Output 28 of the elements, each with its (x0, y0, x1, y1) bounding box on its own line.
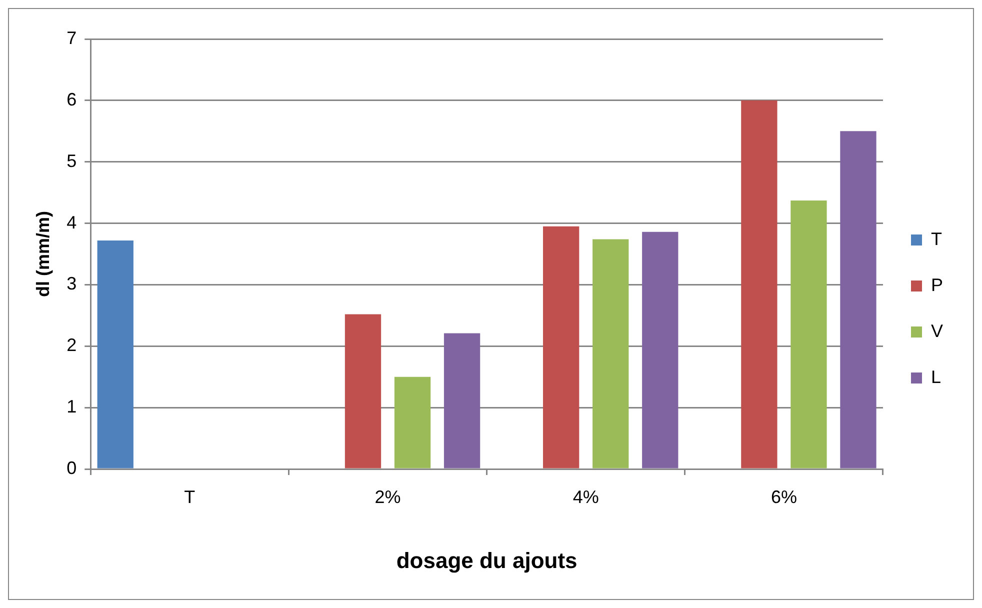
bar (543, 226, 580, 468)
bar (790, 200, 827, 468)
y-tick-label: 4 (66, 212, 77, 232)
x-tick-label: 6% (770, 486, 797, 507)
y-tick-label: 5 (66, 150, 77, 171)
x-tick-label: 2% (374, 486, 401, 507)
bar (840, 131, 876, 468)
bar (592, 239, 629, 468)
bar (344, 314, 382, 468)
y-axis-title: dl (mm/m) (32, 210, 53, 298)
legend-label: T (930, 228, 942, 249)
legend-label: P (930, 274, 944, 295)
y-tick-label: 1 (66, 396, 77, 417)
bar (394, 376, 431, 468)
y-tick-label: 7 (66, 28, 77, 48)
bar (741, 100, 778, 468)
x-tick-label: T (184, 486, 196, 507)
x-axis-title: dosage du ajouts (396, 548, 578, 573)
y-tick-label: 6 (66, 89, 77, 110)
y-tick-label: 2 (66, 335, 77, 356)
bar (444, 333, 480, 468)
y-tick-label: 0 (66, 458, 77, 478)
legend-label: V (930, 320, 944, 341)
bar (642, 232, 678, 468)
y-tick-label: 3 (66, 274, 77, 294)
bar (97, 240, 134, 468)
x-tick-label: 4% (572, 486, 599, 507)
legend-label: L (930, 366, 942, 387)
